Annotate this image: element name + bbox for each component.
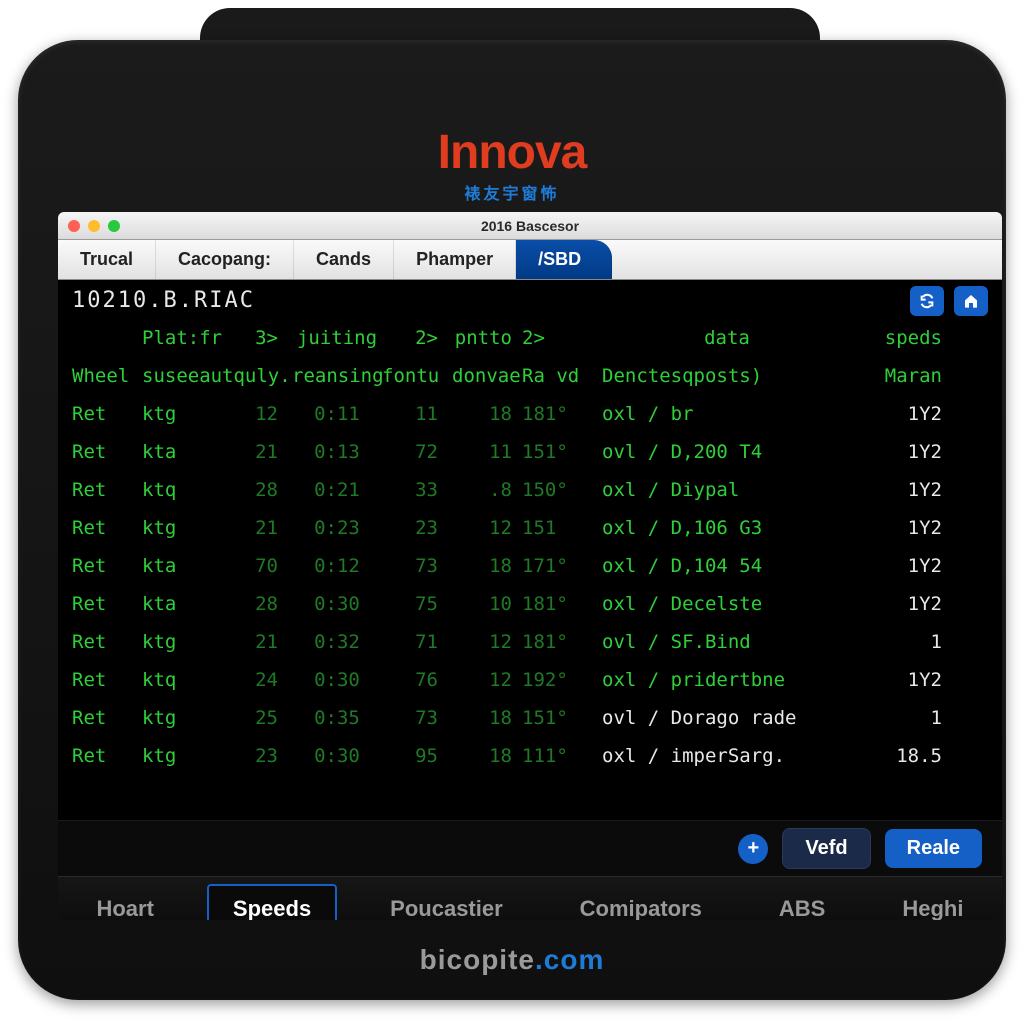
home-icon[interactable]: [954, 286, 988, 316]
screen: 2016 Bascesor TrucalCacopang:CandsPhampe…: [58, 212, 1002, 920]
window-title: 2016 Bascesor: [58, 218, 1002, 234]
nav-speeds[interactable]: Speeds: [207, 884, 337, 921]
nav-poucastier[interactable]: Poucastier: [366, 886, 527, 921]
refresh-icon[interactable]: [910, 286, 944, 316]
tab-trucal[interactable]: Trucal: [58, 240, 156, 279]
terminal-panel: 10210.B.RIAC Plat:from 3> juiting 2> pnt…: [58, 280, 1002, 820]
nav-abs[interactable]: ABS: [755, 886, 849, 921]
tab-phamper[interactable]: Phamper: [394, 240, 516, 279]
window-titlebar: 2016 Bascesor: [58, 212, 1002, 240]
table-row[interactable]: Retktg250:357318151°ovl / Dorago rade1: [72, 699, 988, 737]
device-bezel: Innova 裱友宇窗怖 2016 Bascesor TrucalCacopan…: [18, 40, 1006, 1000]
table-row[interactable]: Retktq240:307612192°oxl / pridertbne1Y2: [72, 661, 988, 699]
vefd-button[interactable]: Vefd: [782, 828, 870, 869]
column-header-2: Wheel suseeau tquly. reansing fontu donv…: [72, 357, 988, 395]
table-row[interactable]: Retktg210:232312151oxl / D,106 G31Y2: [72, 509, 988, 547]
table-row[interactable]: Retktg230:309518111°oxl / imperSarg.18.5: [72, 737, 988, 775]
column-header-1: Plat:from 3> juiting 2> pntto 2> data sp…: [72, 319, 988, 357]
table-row[interactable]: Retktg120:111118181°oxl / br1Y2: [72, 395, 988, 433]
nav-heghi[interactable]: Heghi: [878, 886, 987, 921]
table-row[interactable]: Retkta210:137211151°ovl / D,200 T41Y2: [72, 433, 988, 471]
top-tabs: TrucalCacopang:CandsPhamper/SBD: [58, 240, 1002, 280]
tab-cacopang[interactable]: Cacopang:: [156, 240, 294, 279]
nav-comipators[interactable]: Comipators: [556, 886, 726, 921]
add-button[interactable]: +: [738, 834, 768, 864]
nav-hoart[interactable]: Hoart: [72, 886, 177, 921]
brand-logo: Innova: [18, 125, 1006, 180]
tab-sbd[interactable]: /SBD: [516, 240, 612, 279]
table-row[interactable]: Retkta280:307510181°oxl / Decelste1Y2: [72, 585, 988, 623]
table-row[interactable]: Retktg210:327112181°ovl / SF.Bind1: [72, 623, 988, 661]
reale-button[interactable]: Reale: [885, 829, 982, 868]
diagnostic-code: 10210.B.RIAC: [72, 288, 988, 313]
table-row[interactable]: Retkta700:127318171°oxl / D,104 541Y2: [72, 547, 988, 585]
table-row[interactable]: Retktq280:2133.8150°oxl / Diypal1Y2: [72, 471, 988, 509]
brand-subtext: 裱友宇窗怖: [18, 180, 1006, 204]
tab-cands[interactable]: Cands: [294, 240, 394, 279]
footer-brand: bicopite.com: [18, 944, 1006, 976]
bottom-nav: Hoart Speeds Poucastier Comipators ABS Heghi: [58, 876, 1002, 920]
action-bar: + Vefd Reale: [58, 820, 1002, 876]
